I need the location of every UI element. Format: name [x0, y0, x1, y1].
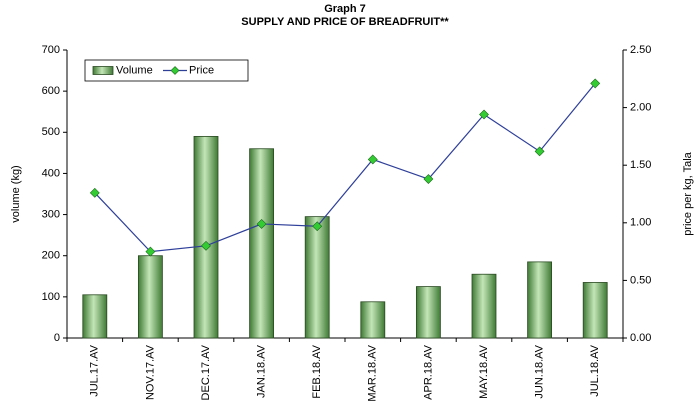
y2-axis-label: price per kg, Tala: [682, 151, 694, 235]
y-tick-label: 300: [42, 208, 60, 220]
price-marker: [145, 246, 156, 257]
x-tick-label: NOV.17.AV: [144, 344, 156, 400]
y2-tick-label: 0.00: [630, 332, 651, 344]
x-tick-label: JUL.17.AV: [89, 344, 101, 396]
x-tick-label: JAN.18.AV: [256, 344, 268, 398]
chart-subtitle: SUPPLY AND PRICE OF BREADFRUIT**: [241, 16, 449, 28]
price-marker: [590, 78, 601, 89]
y2-tick-label: 2.50: [630, 44, 651, 56]
price-marker: [312, 221, 323, 232]
y2-tick-label: 1.00: [630, 217, 651, 229]
y-tick-label: 0: [54, 332, 60, 344]
x-tick-label: MAY.18.AV: [478, 344, 490, 398]
y2-tick-label: 0.50: [630, 274, 651, 286]
y2-tick-label: 2.00: [630, 102, 651, 114]
bar: [193, 135, 219, 339]
y2-tick-label: 1.50: [630, 159, 651, 171]
price-marker: [423, 174, 434, 184]
bar: [415, 286, 441, 339]
x-tick-label: JUN.18.AV: [534, 344, 546, 398]
bar: [360, 301, 386, 339]
x-tick-label: MAR.18.AV: [367, 344, 379, 401]
x-tick-label: FEB.18.AV: [311, 344, 323, 398]
bar: [82, 294, 108, 339]
y-axis-label: volume (kg): [10, 165, 22, 222]
bar: [527, 261, 552, 339]
bar: [471, 273, 497, 339]
bar: [137, 255, 163, 339]
y-tick-label: 200: [42, 250, 60, 262]
y-tick-label: 600: [42, 85, 60, 97]
legend-swatch: [170, 66, 180, 75]
price-marker: [89, 187, 100, 198]
price-marker: [256, 219, 267, 229]
chart-title: Graph 7: [324, 3, 366, 15]
x-tick-label: APR.18.AV: [422, 344, 434, 399]
y-tick-label: 700: [42, 44, 60, 56]
price-marker: [479, 109, 489, 120]
price-marker: [534, 146, 545, 157]
bar: [304, 216, 330, 339]
legend-swatch: [92, 66, 114, 75]
legend-label: Price: [189, 64, 214, 76]
y-tick-label: 500: [42, 126, 60, 138]
x-tick-label: JUL.18.AV: [589, 344, 601, 396]
bar: [582, 282, 608, 339]
y-tick-label: 400: [42, 167, 60, 179]
bar: [249, 148, 275, 339]
price-marker: [201, 240, 211, 251]
y-tick-label: 100: [42, 291, 60, 303]
x-tick-label: DEC.17.AV: [200, 344, 212, 400]
legend-label: Volume: [116, 64, 153, 76]
price-line: [94, 83, 596, 253]
price-marker: [367, 154, 378, 165]
